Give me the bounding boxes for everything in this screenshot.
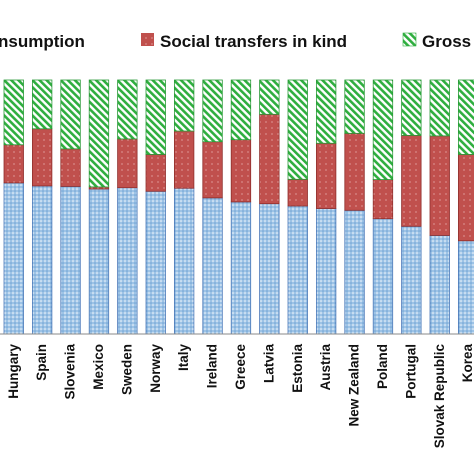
bar-stack-korea <box>457 79 474 335</box>
bar-segment-ireland-1 <box>202 141 223 199</box>
x-tick-label-new-zealand: New Zealand <box>347 344 362 427</box>
bar-segment-korea-1 <box>457 154 474 242</box>
x-tick-label-sweden: Sweden <box>119 344 134 395</box>
bar-segment-latvia-2 <box>259 79 280 115</box>
bar-segment-latvia-0 <box>259 203 280 335</box>
bar-segment-slovenia-2 <box>60 79 81 150</box>
x-tick-label-italy: Italy <box>176 344 191 372</box>
x-tick-label-greece: Greece <box>233 344 248 390</box>
bar-stack-new-zealand <box>344 79 365 335</box>
x-tick-label-korea: Korea <box>460 344 474 383</box>
bar-segment-korea-0 <box>457 240 474 335</box>
bar-segment-norway-0 <box>145 190 166 335</box>
bar-segment-poland-0 <box>372 218 394 335</box>
bar-segment-new-zealand-0 <box>344 209 365 335</box>
bar-segment-latvia-1 <box>259 113 280 205</box>
bar-stack-italy <box>173 79 195 335</box>
bar-segment-slovak-republic-1 <box>429 135 450 236</box>
x-tick-label-mexico: Mexico <box>91 344 106 390</box>
bar-segment-estonia-0 <box>287 205 308 335</box>
bar-stack-poland <box>372 79 394 335</box>
legend-label-gross: Gross <box>422 32 471 51</box>
bar-segment-mexico-0 <box>88 188 110 335</box>
bar-segment-portugal-1 <box>401 134 422 227</box>
bar-stack-portugal <box>401 79 422 335</box>
bar-stack-mexico <box>88 79 110 335</box>
bar-segment-portugal-2 <box>401 79 422 136</box>
bar-segment-ireland-0 <box>202 197 223 335</box>
bar-stack-greece <box>230 79 252 335</box>
bar-segment-hungary-0 <box>3 182 24 335</box>
x-tick-label-norway: Norway <box>148 344 163 393</box>
bar-segment-norway-2 <box>145 79 166 155</box>
x-tick-label-spain: Spain <box>34 344 49 381</box>
bar-segment-greece-0 <box>230 201 252 335</box>
x-tick-label-portugal: Portugal <box>403 344 418 399</box>
bars <box>3 79 474 335</box>
bar-segment-sweden-1 <box>117 138 138 189</box>
bar-segment-poland-2 <box>372 79 394 180</box>
bar-segment-spain-2 <box>32 79 53 130</box>
bar-segment-new-zealand-1 <box>344 132 365 211</box>
bar-segment-ireland-2 <box>202 79 223 143</box>
bar-segment-austria-2 <box>315 79 337 144</box>
legend-label-social-transfers: Social transfers in kind <box>160 32 347 51</box>
bar-segment-korea-2 <box>457 79 474 155</box>
bar-stack-austria <box>315 79 337 335</box>
bar-stack-sweden <box>117 79 138 335</box>
x-tick-labels: Hungary Spain Slovenia Mexico Sweden Norway It… <box>6 344 474 449</box>
bar-segment-slovak-republic-0 <box>429 235 450 335</box>
bar-stack-norway <box>145 79 166 335</box>
bar-stack-hungary <box>3 79 24 335</box>
bar-segment-greece-1 <box>230 139 252 203</box>
x-tick-label-slovak-republic: Slovak Republic <box>432 344 447 449</box>
x-tick-label-hungary: Hungary <box>6 344 21 399</box>
legend-swatch-social-transfers <box>141 33 154 46</box>
bar-segment-poland-1 <box>372 179 394 220</box>
bar-segment-italy-1 <box>173 130 195 189</box>
bar-segment-spain-1 <box>32 128 53 187</box>
bar-segment-hungary-2 <box>3 79 24 146</box>
x-tick-label-ireland: Ireland <box>205 344 220 388</box>
bar-segment-slovenia-1 <box>60 148 81 187</box>
bar-stack-slovak-republic <box>429 79 450 335</box>
bar-stack-spain <box>32 79 53 335</box>
x-tick-label-estonia: Estonia <box>290 344 305 393</box>
bar-segment-slovak-republic-2 <box>429 79 450 137</box>
legend-entry-consumption: nsumption <box>0 32 85 51</box>
bar-segment-new-zealand-2 <box>344 79 365 134</box>
legend-swatch-gross <box>402 32 417 47</box>
bar-stack-ireland <box>202 79 223 335</box>
x-tick-label-austria: Austria <box>318 344 333 391</box>
x-tick-label-slovenia: Slovenia <box>63 344 78 400</box>
bar-segment-hungary-1 <box>3 144 24 184</box>
bar-segment-estonia-2 <box>287 79 308 180</box>
bar-stack-estonia <box>287 79 308 335</box>
bar-stack-latvia <box>259 79 280 335</box>
bar-segment-austria-1 <box>315 142 337 209</box>
bar-segment-estonia-1 <box>287 178 308 207</box>
x-tick-label-poland: Poland <box>375 344 390 389</box>
bar-segment-mexico-2 <box>88 79 110 188</box>
bar-segment-sweden-0 <box>117 187 138 335</box>
bar-segment-spain-0 <box>32 185 53 335</box>
legend-label-consumption: nsumption <box>0 32 85 51</box>
bar-segment-portugal-0 <box>401 225 422 335</box>
bar-segment-austria-0 <box>315 208 337 335</box>
legend-entry-gross: Gross <box>402 32 471 51</box>
bar-stack-slovenia <box>60 79 81 335</box>
legend-entry-social-transfers: Social transfers in kind <box>141 32 347 51</box>
bar-segment-slovenia-0 <box>60 186 81 335</box>
bar-segment-norway-1 <box>145 154 166 192</box>
bar-segment-italy-2 <box>173 79 195 132</box>
legend: nsumption Social transfers in kind Gross <box>0 32 471 51</box>
bar-segment-italy-0 <box>173 187 195 335</box>
bar-segment-greece-2 <box>230 79 252 141</box>
x-tick-label-latvia: Latvia <box>261 344 276 384</box>
bar-segment-sweden-2 <box>117 79 138 140</box>
